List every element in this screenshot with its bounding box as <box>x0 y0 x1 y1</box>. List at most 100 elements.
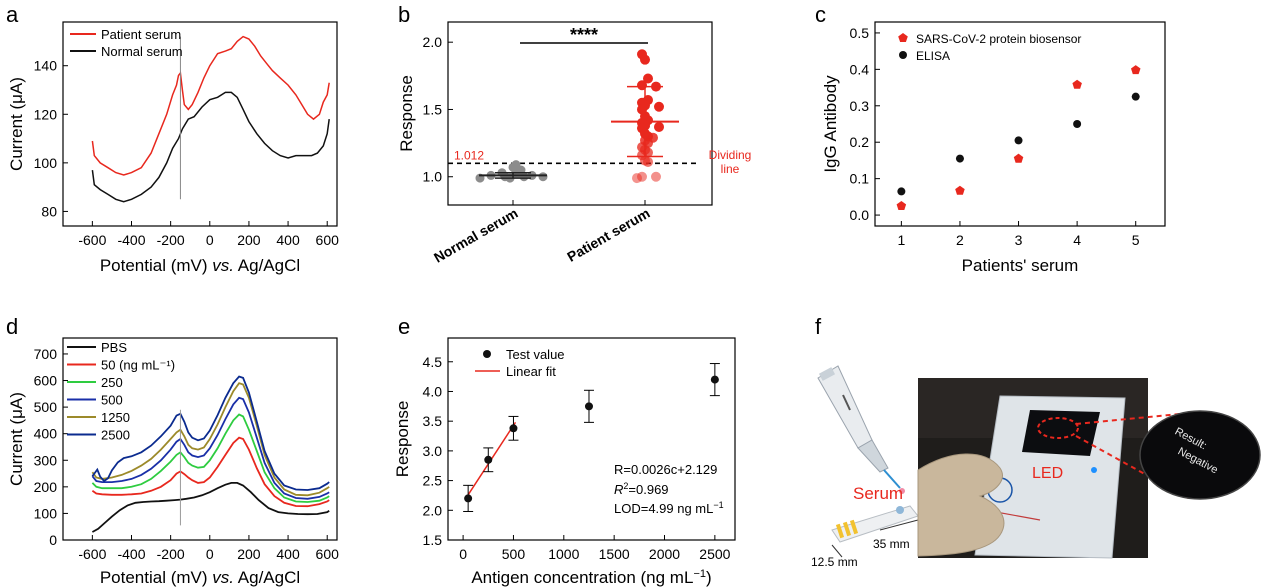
c-ytick-label: 0.3 <box>850 98 870 114</box>
hand-image <box>917 453 1005 557</box>
c-legend-label: ELISA <box>916 49 950 63</box>
b-data-point <box>632 173 642 184</box>
d-ytick-label: 100 <box>34 505 58 521</box>
test-strip-image <box>831 505 919 558</box>
legend-label: Normal serum <box>101 44 183 59</box>
legend-label: Patient serum <box>101 27 181 42</box>
a-xtick-label: -200 <box>157 232 185 248</box>
chart-e: 1.5 2.0 2.5 3.0 3.5 4.0 4.5 0 500 1000 1500 2000 250… <box>393 337 736 587</box>
threshold-caption: line <box>721 162 740 176</box>
b-category-label: Patient serum <box>564 205 652 265</box>
strip-length-label: 35 mm <box>873 537 910 551</box>
significance-stars: **** <box>570 25 598 45</box>
c-ytick-label: 0.4 <box>850 61 870 77</box>
e-ytick-label: 2.0 <box>423 502 443 518</box>
device-photo: Serum 12.5 mm 35 mm LED Result: Negative <box>811 365 1261 569</box>
b-ylabel: Response <box>397 75 416 152</box>
chart-a: 80 100 120 140 -600 -400 -200 0 200 400 600 Current… <box>7 21 340 275</box>
b-data-point <box>637 171 647 182</box>
d-legend-label: 500 <box>101 393 123 408</box>
e-ytick-label: 3.0 <box>423 443 443 459</box>
e-xtick-label: 500 <box>502 546 526 562</box>
e-xtick-label: 0 <box>459 546 467 562</box>
c-xtick-label: 3 <box>1015 232 1023 248</box>
panel-letter-e: e <box>398 314 410 339</box>
d-xtick-label: 200 <box>237 546 261 562</box>
a-xtick-label: 0 <box>206 232 214 248</box>
e-xlabel: Antigen concentration (ng mL−1) <box>471 568 711 587</box>
panel-letter-b: b <box>398 2 410 27</box>
panel-letter-f: f <box>815 314 822 339</box>
a-xtick-label: 600 <box>316 232 340 248</box>
a-xtick-label: 400 <box>276 232 300 248</box>
plot-frame <box>62 337 338 541</box>
e-legend-label: Linear fit <box>506 364 556 379</box>
device-screen <box>1022 410 1100 456</box>
e-legend-marker <box>483 350 491 358</box>
e-lod: LOD=4.99 ng mL−1 <box>614 500 724 516</box>
e-ytick-label: 4.0 <box>423 383 443 399</box>
d-ytick-label: 0 <box>49 532 57 548</box>
a-xtick-label: -400 <box>117 232 145 248</box>
b-data-point <box>654 101 664 112</box>
e-data-point <box>464 494 473 503</box>
c-ytick-label: 0.1 <box>850 171 870 187</box>
c-biosensor-point <box>955 185 965 195</box>
plot-frame <box>447 21 713 206</box>
d-ylabel: Current (μA) <box>7 392 26 486</box>
a-xlabel: Potential (mV) vs. Ag/AgCl <box>100 256 300 275</box>
d-ytick-label: 300 <box>34 452 58 468</box>
e-fit-equation: R=0.0026c+2.129 <box>614 462 717 477</box>
c-biosensor-point <box>896 201 907 210</box>
d-series-line <box>91 375 330 491</box>
c-biosensor-point <box>1013 153 1024 163</box>
c-ytick-label: 0.5 <box>850 25 870 41</box>
series-line-patient <box>91 35 330 176</box>
c-elisa-point <box>955 154 964 163</box>
b-ytick-label: 1.5 <box>423 101 443 117</box>
pipette-image <box>817 365 905 494</box>
plot-frame <box>874 21 1166 227</box>
b-data-point <box>640 54 650 65</box>
chart-c: 0.0 0.1 0.2 0.3 0.4 0.5 1 2 3 4 5 IgG Antibody Patie… <box>821 21 1166 275</box>
d-series-line <box>91 482 330 533</box>
e-data-point <box>509 424 518 433</box>
d-ytick-label: 400 <box>34 426 58 442</box>
b-data-point <box>651 171 661 182</box>
d-series-line <box>91 413 330 503</box>
b-ytick-label: 2.0 <box>423 34 443 50</box>
a-ytick-label: 120 <box>34 106 58 122</box>
series-line-normal <box>91 91 330 203</box>
d-series-line <box>91 396 330 500</box>
serum-label: Serum <box>853 484 903 503</box>
d-legend-label: 1250 <box>101 410 130 425</box>
b-category-label: Normal serum <box>431 205 521 266</box>
d-xtick-label: -400 <box>117 546 145 562</box>
d-legend-label: 50 (ng mL⁻¹) <box>101 358 175 373</box>
e-xtick-label: 1000 <box>548 546 579 562</box>
b-data-point <box>654 121 664 132</box>
e-ytick-label: 1.5 <box>423 532 443 548</box>
a-xtick-label: 200 <box>237 232 261 248</box>
strip-width-label: 12.5 mm <box>811 555 858 569</box>
c-elisa-point <box>897 187 906 196</box>
c-legend-label: SARS-CoV-2 protein biosensor <box>916 32 1081 46</box>
c-xtick-label: 1 <box>897 232 905 248</box>
d-xtick-label: 600 <box>316 546 340 562</box>
e-ylabel: Response <box>393 401 412 478</box>
d-legend-label: PBS <box>101 340 127 355</box>
d-legend-label: 2500 <box>101 428 130 443</box>
c-xtick-label: 5 <box>1132 232 1140 248</box>
e-data-point <box>710 375 719 384</box>
c-xtick-label: 2 <box>956 232 964 248</box>
a-ytick-label: 80 <box>41 203 57 219</box>
c-ylabel: IgG Antibody <box>821 75 840 173</box>
a-ylabel: Current (μA) <box>7 77 26 171</box>
c-biosensor-point <box>1072 79 1082 89</box>
led-label: LED <box>1032 465 1063 482</box>
b-data-point <box>643 73 653 84</box>
d-ytick-label: 200 <box>34 479 58 495</box>
d-ytick-label: 500 <box>34 399 58 415</box>
